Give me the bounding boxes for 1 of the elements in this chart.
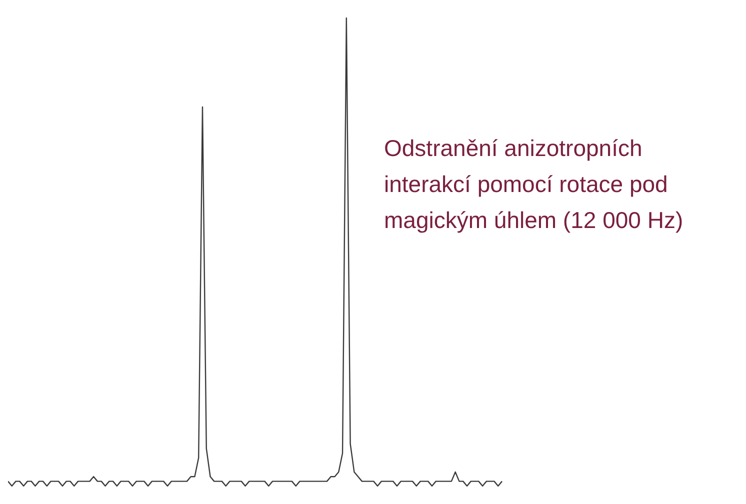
annotation: Odstranění anizotropních interakcí pomocí rotace pod magickým úhlem (12 000 Hz) [384, 134, 684, 235]
